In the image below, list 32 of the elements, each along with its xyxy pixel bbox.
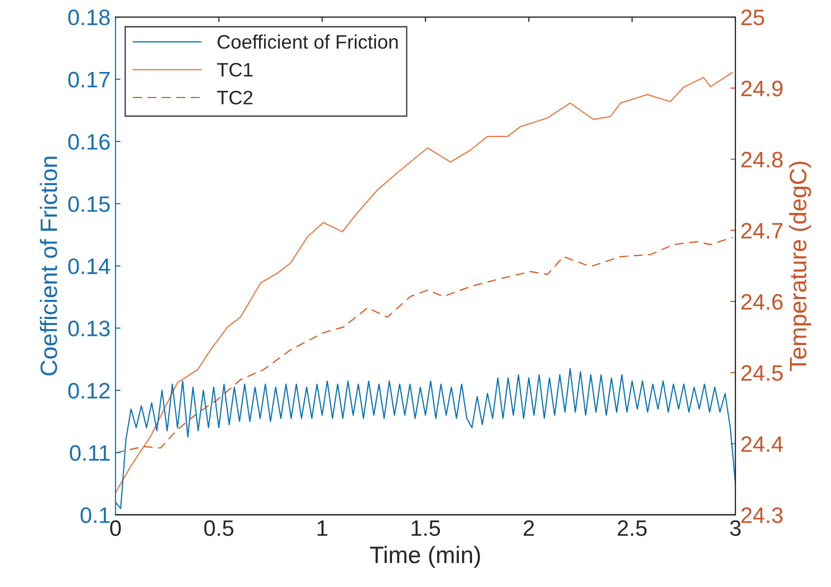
y-axis-title: Coefficient of Friction — [40, 156, 58, 376]
y-tick-label: 0.17 — [68, 72, 110, 88]
x-tick-label: 2 — [524, 520, 534, 536]
y-tick-label: 0.16 — [68, 134, 110, 150]
x-tick-label: 1.5 — [412, 520, 440, 536]
y2-tick-label: 24.7 — [741, 222, 782, 238]
y-tick-label: 0.11 — [70, 445, 110, 461]
y-tick-label: 0.14 — [68, 258, 110, 274]
y2-tick-label: 25 — [741, 10, 764, 26]
x-tick-label: 1 — [318, 520, 328, 536]
x-tick-label: 0 — [110, 520, 121, 536]
legend-label: TC1 — [217, 62, 252, 77]
y-tick-label: 0.15 — [68, 196, 110, 212]
y-tick-label: 0.13 — [68, 320, 110, 336]
y-tick-label: 0.18 — [68, 10, 110, 26]
x-tick-label: 2.5 — [618, 520, 647, 536]
y2-tick-label: 24.8 — [741, 152, 783, 168]
y-tick-label: 0.12 — [68, 382, 110, 399]
line-series — [116, 236, 733, 454]
y2-tick-label: 24.3 — [741, 507, 783, 524]
x-axis-title: Time (min) — [370, 546, 480, 568]
x-tick-label: 0.5 — [204, 520, 234, 536]
line-series — [116, 368, 736, 510]
y2-tick-label: 24.5 — [741, 365, 783, 381]
y2-tick-label: 24.4 — [741, 436, 783, 452]
y-tick-label: 0.1 — [80, 507, 110, 524]
legend-label: TC2 — [217, 90, 252, 104]
y2-tick-label: 24.6 — [741, 294, 783, 310]
legend-label: Coefficient of Friction — [218, 34, 398, 49]
y2-axis-title: Temperature (degC) — [789, 162, 812, 372]
x-tick-label: 3 — [730, 520, 741, 536]
y2-tick-label: 24.9 — [741, 80, 782, 96]
